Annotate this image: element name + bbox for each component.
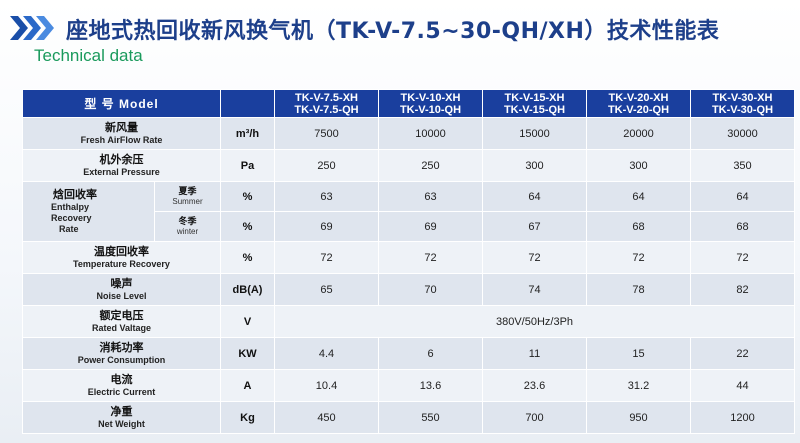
sub-label-summer: 夏季 Summer [154,181,221,212]
cell-value: 550 [378,401,483,434]
row-label-current: 电流 Electric Current [22,369,221,402]
cell-value: 72 [378,241,483,274]
cell-value: 950 [586,401,691,434]
cell-value: 250 [274,149,379,182]
cell-value: 7500 [274,117,379,150]
unit-power: KW [220,337,275,370]
unit-current: A [220,369,275,402]
model-col-2: TK-V-10-XH TK-V-10-QH [378,89,483,118]
cell-value: 1200 [690,401,795,434]
cell-value-merged: 380V/50Hz/3Ph [274,305,795,338]
table-row: 额定电压 Rated Valtage V 380V/50Hz/3Ph [22,305,795,338]
row-label-noise: 噪声 Noise Level [22,273,221,306]
unit-airflow: m³/h [220,117,275,150]
model-col-5: TK-V-30-XH TK-V-30-QH [690,89,795,118]
cell-value: 72 [274,241,379,274]
cell-value: 11 [482,337,587,370]
chevron-right-icon [10,16,54,40]
cell-value: 70 [378,273,483,306]
unit-summer: % [220,181,275,212]
row-label-weight: 净重 Net Weight [22,401,221,434]
cell-value: 64 [690,181,795,212]
row-label-airflow: 新风量 Fresh AirFlow Rate [22,117,221,150]
table-row: 噪声 Noise Level dB(A) 65 70 74 78 82 [22,273,795,306]
cell-value: 74 [482,273,587,306]
cell-value: 72 [690,241,795,274]
unit-temp-recovery: % [220,241,275,274]
cell-value: 450 [274,401,379,434]
row-label-power: 消耗功率 Power Consumption [22,337,221,370]
table-row: 电流 Electric Current A 10.4 13.6 23.6 31.2… [22,369,795,402]
cell-value: 22 [690,337,795,370]
unit-weight: Kg [220,401,275,434]
cell-value: 6 [378,337,483,370]
page-subtitle: Technical data [34,46,143,65]
unit-header-blank [220,89,275,118]
model-col-4: TK-V-20-XH TK-V-20-QH [586,89,691,118]
table-row: 焓回收率 Enthalpy Recovery Rate 夏季 Summer % 6… [22,181,795,242]
cell-value: 68 [586,211,691,242]
cell-value: 300 [482,149,587,182]
table-row: 机外余压 External Pressure Pa 250 250 300 300… [22,149,795,182]
cell-value: 15000 [482,117,587,150]
cell-value: 67 [482,211,587,242]
cell-value: 44 [690,369,795,402]
row-label-voltage: 额定电压 Rated Valtage [22,305,221,338]
unit-pressure: Pa [220,149,275,182]
cell-value: 13.6 [378,369,483,402]
table-header-row: 型 号 Model TK-V-7.5-XH TK-V-7.5-QH TK-V-10… [22,89,795,118]
cell-value: 63 [274,181,379,212]
model-header: 型 号 Model [22,89,221,118]
cell-value: 10.4 [274,369,379,402]
cell-value: 65 [274,273,379,306]
table-row: 冬季 winter % 69 69 67 68 68 [23,211,795,242]
cell-value: 68 [690,211,795,242]
page-title: 座地式热回收新风换气机（TK-V-7.5~30-QH/XH）技术性能表 [66,19,720,44]
table-row: 消耗功率 Power Consumption KW 4.4 6 11 15 22 [22,337,795,370]
table-row: 新风量 Fresh AirFlow Rate m³/h 7500 10000 15… [22,117,795,150]
cell-value: 69 [378,211,483,242]
cell-value: 30000 [690,117,795,150]
spec-table: 型 号 Model TK-V-7.5-XH TK-V-7.5-QH TK-V-10… [22,89,795,434]
cell-value: 300 [586,149,691,182]
cell-value: 82 [690,273,795,306]
row-label-pressure: 机外余压 External Pressure [22,149,221,182]
unit-noise: dB(A) [220,273,275,306]
row-label-temp-recovery: 温度回收率 Temperature Recovery [22,241,221,274]
sub-label-winter: 冬季 winter [154,211,221,242]
table-row: 温度回收率 Temperature Recovery % 72 72 72 72 … [22,241,795,274]
cell-value: 69 [274,211,379,242]
table-row: 净重 Net Weight Kg 450 550 700 950 1200 [22,401,795,434]
cell-value: 350 [690,149,795,182]
model-col-3: TK-V-15-XH TK-V-15-QH [482,89,587,118]
cell-value: 23.6 [482,369,587,402]
cell-value: 20000 [586,117,691,150]
cell-value: 4.4 [274,337,379,370]
model-col-1: TK-V-7.5-XH TK-V-7.5-QH [274,89,379,118]
row-label-enthalpy: 焓回收率 Enthalpy Recovery Rate [22,181,155,242]
cell-value: 63 [378,181,483,212]
cell-value: 78 [586,273,691,306]
cell-value: 31.2 [586,369,691,402]
unit-winter: % [220,211,275,242]
cell-value: 64 [482,181,587,212]
cell-value: 72 [586,241,691,274]
unit-voltage: V [220,305,275,338]
cell-value: 250 [378,149,483,182]
cell-value: 10000 [378,117,483,150]
cell-value: 72 [482,241,587,274]
cell-value: 15 [586,337,691,370]
cell-value: 700 [482,401,587,434]
cell-value: 64 [586,181,691,212]
